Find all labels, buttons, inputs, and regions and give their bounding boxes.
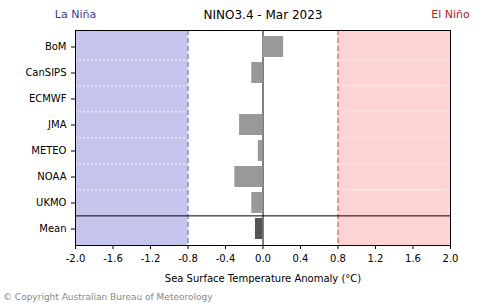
svg-text:NINO3.4 - Mar 2023: NINO3.4 - Mar 2023 <box>204 8 323 22</box>
svg-text:El Niño: El Niño <box>431 8 470 21</box>
svg-text:CanSIPS: CanSIPS <box>25 67 66 78</box>
svg-text:Sea Surface Temperature Anomal: Sea Surface Temperature Anomaly (°C) <box>165 273 362 284</box>
svg-text:NOAA: NOAA <box>37 171 66 182</box>
svg-text:METEO: METEO <box>31 145 66 156</box>
svg-text:UKMO: UKMO <box>36 197 67 208</box>
html-text:© Copyright Australian Bureau: © Copyright Australian Bureau of Meteoro… <box>3 292 213 302</box>
svg-text:-0.4: -0.4 <box>216 253 236 264</box>
svg-text:La Niña: La Niña <box>55 8 96 21</box>
svg-text:1.6: 1.6 <box>405 253 421 264</box>
svg-text:-2.0: -2.0 <box>66 253 86 264</box>
svg-text:ECMWF: ECMWF <box>29 93 67 104</box>
svg-text:1.2: 1.2 <box>368 253 384 264</box>
svg-text:2.0: 2.0 <box>443 253 459 264</box>
svg-text:0.0: 0.0 <box>255 253 271 264</box>
svg-text:-0.8: -0.8 <box>178 253 198 264</box>
svg-text:-1.6: -1.6 <box>103 253 123 264</box>
svg-text:-1.2: -1.2 <box>141 253 161 264</box>
svg-text:Mean: Mean <box>39 223 66 234</box>
svg-text:BoM: BoM <box>45 41 67 52</box>
svg-text:0.4: 0.4 <box>293 253 309 264</box>
svg-text:0.8: 0.8 <box>330 253 346 264</box>
svg-text:JMA: JMA <box>47 119 67 130</box>
